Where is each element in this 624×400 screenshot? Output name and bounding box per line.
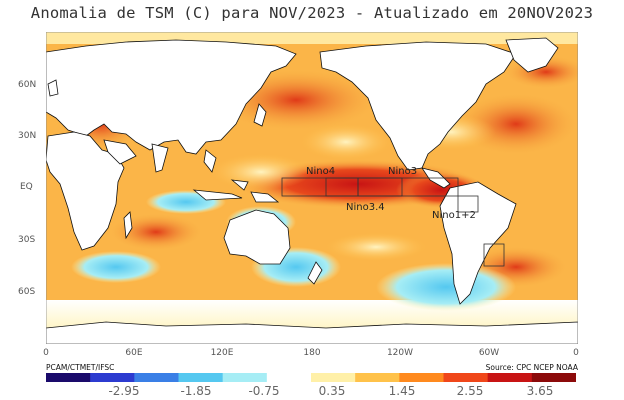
region-label-nino3: Nino3 — [388, 166, 417, 177]
eurasia — [46, 39, 297, 155]
colorbar-tick: -2.95 — [108, 384, 140, 398]
africa — [46, 131, 125, 251]
region-label-nino12: Nino1+2 — [432, 210, 476, 221]
source-credit-left: PCAM/CTMET/IFSC — [46, 363, 115, 372]
north-america — [319, 41, 517, 171]
australia — [223, 209, 291, 265]
south-atlantic-box — [483, 243, 505, 267]
colorbar-cell — [134, 373, 179, 382]
nino3-box — [357, 177, 459, 197]
colorbar-cell — [178, 373, 224, 382]
colorbar-tick: -1.85 — [180, 384, 212, 398]
colorbar — [46, 373, 576, 382]
antarctica — [46, 321, 578, 344]
south-america — [439, 181, 517, 305]
lon-label-120w: 120W — [386, 348, 414, 358]
lon-label-0-end: 0 — [573, 348, 579, 358]
lon-label-120e: 120E — [210, 348, 234, 358]
colorbar-tick: 1.45 — [388, 384, 416, 398]
lon-label-0: 0 — [43, 348, 49, 358]
nino34-box — [325, 177, 403, 197]
lat-label-60n: 60N — [18, 80, 37, 90]
sst-anomaly-map: Nino4 Nino3 Nino3.4 Nino1+2 — [46, 32, 578, 344]
colorbar-cell — [311, 373, 356, 382]
nino12-box — [457, 195, 479, 213]
lon-label-60w: 60W — [478, 348, 500, 358]
continents — [46, 37, 578, 344]
lat-label-eq: EQ — [20, 182, 33, 192]
colorbar-cell — [399, 373, 444, 382]
colorbar-tick: 2.55 — [456, 384, 484, 398]
lat-label-60s: 60S — [18, 287, 36, 297]
map-canvas: Nino4 Nino3 Nino3.4 Nino1+2 — [46, 32, 578, 344]
south-pacific-cool-anomaly — [376, 263, 516, 311]
colorbar-tick: 3.65 — [526, 384, 554, 398]
colorbar-cell — [443, 373, 489, 382]
source-credit-right: Source: CPC NCEP NOAA — [485, 363, 578, 372]
colorbar-cell — [531, 373, 576, 382]
region-label-nino4: Nino4 — [306, 166, 335, 177]
lon-label-60e: 60E — [125, 348, 143, 358]
colorbar-cell — [487, 373, 533, 382]
lat-label-30s: 30S — [18, 235, 36, 245]
colorbar-cell — [90, 373, 135, 382]
colorbar-cell — [355, 373, 400, 382]
colorbar-cell — [46, 373, 91, 382]
lat-label-30n: 30N — [18, 131, 37, 141]
map-title: Anomalia de TSM (C) para NOV/2023 - Atua… — [30, 4, 594, 22]
region-label-nino34: Nino3.4 — [346, 202, 385, 213]
colorbar-tick: -0.75 — [248, 384, 280, 398]
colorbar-cell — [222, 373, 268, 382]
colorbar-tick: 0.35 — [318, 384, 346, 398]
colorbar-cell — [266, 373, 312, 382]
lon-label-180: 180 — [303, 348, 321, 358]
